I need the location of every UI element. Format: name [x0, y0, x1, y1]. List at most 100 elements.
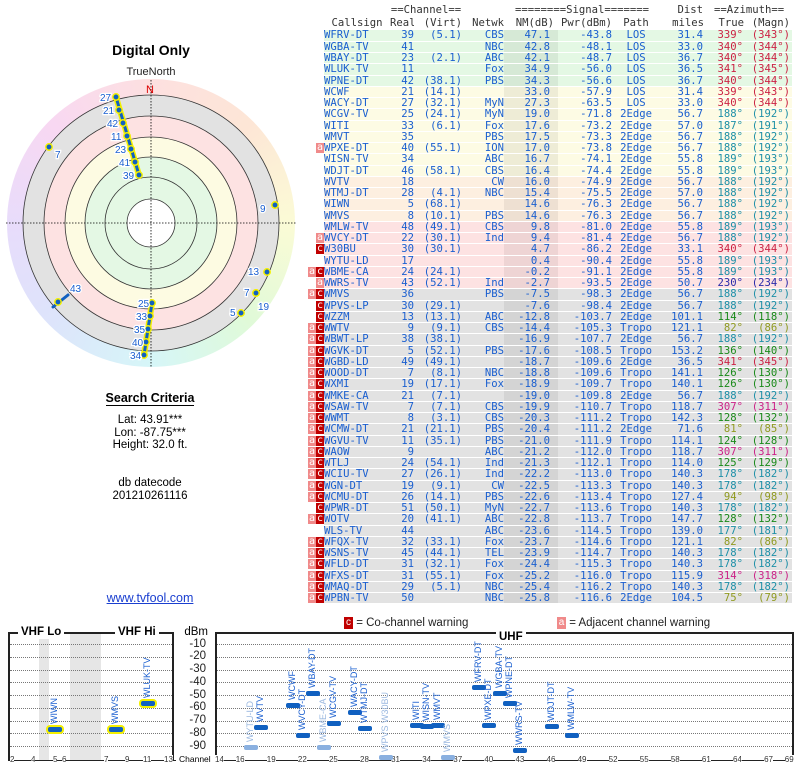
station-row[interactable]: WVTV 18 CW 16.0 -74.9 2Edge 56.7 188° (192°) — [304, 176, 793, 189]
power-cell: -43.8 — [558, 30, 613, 42]
station-row[interactable]: WCGV-TV 25 (24.1) MyN 19.0 -71.8 2Edge 56.7 188°… — [304, 108, 793, 121]
azimuth-true-cell: 136° — [706, 345, 747, 357]
station-row[interactable]: WIWN 5 (68.1) 14.6 -76.3 2Edge 56.7 188° (192°) — [304, 198, 793, 211]
path-cell: 2Edge — [612, 423, 661, 436]
co-channel-flag: c — [316, 457, 324, 469]
flags-cell — [304, 41, 324, 54]
station-row[interactable]: a c WMKE-CA 21 (7.1) -19.0 -109.8 2Edge 56.7 188°… — [304, 390, 793, 402]
station-row[interactable]: a c WOTV 20 (41.1) ABC -22.8 -113.7 Tropo 147.7 12… — [304, 513, 793, 526]
signal-bar — [492, 690, 507, 696]
path-cell: Tropo — [612, 536, 661, 549]
co-channel-flag: c — [316, 480, 324, 491]
signal-bar-label: WVTV — [255, 695, 266, 722]
station-row[interactable]: c WPVS-LP 30 (29.1) -7.6 -98.4 2Edge 56.7 188° (1… — [304, 300, 793, 312]
station-row[interactable]: a c WFLD-DT 31 (32.1) Fox -24.4 -115.3 Tropo 140.… — [304, 558, 793, 571]
signal-bar — [316, 745, 331, 751]
station-row[interactable]: a c WFQX-TV 32 (33.1) Fox -23.7 -114.6 Tropo 121.… — [304, 536, 793, 549]
power-cell: -116.6 — [558, 592, 613, 605]
station-row[interactable]: WFRV-DT 39 (5.1) CBS 47.1 -43.8 LOS 31.4 339° (34… — [304, 30, 793, 42]
real-channel-cell: 23 — [390, 52, 414, 65]
virtual-channel-cell: (50.1) — [414, 502, 463, 515]
station-row[interactable]: a c WCMW-DT 21 (21.1) PBS -20.4 -111.2 2Edge 71.6… — [304, 423, 793, 436]
station-row[interactable]: a c WSAW-TV 7 (7.1) CBS -19.9 -110.7 Tropo 118.7 3… — [304, 401, 793, 414]
network-cell — [462, 243, 505, 256]
station-row[interactable]: a c WMAQ-DT 29 (5.1) NBC -25.4 -116.2 Tropo 140.3… — [304, 581, 793, 594]
station-row[interactable]: WLS-TV 44 ABC -23.6 -114.5 Tropo 139.0 177° (181… — [304, 525, 793, 537]
path-cell: 2Edge — [612, 266, 661, 279]
signal-bar — [109, 726, 123, 732]
station-row[interactable]: a c WFXS-DT 31 (55.1) Fox -25.2 -116.0 Tropo 115.… — [304, 570, 793, 582]
co-channel-flag: c — [344, 617, 353, 629]
station-row[interactable]: a c WWMT 8 (3.1) CBS -20.3 -111.2 Tropo 142.3 128°… — [304, 412, 793, 425]
path-cell: 2Edge — [612, 300, 661, 312]
x-tick-label: 69 — [784, 755, 794, 764]
station-row[interactable]: a WWRS-TV 43 (52.1) Ind -2.7 -93.5 2Edge 50.7 230… — [304, 277, 793, 290]
tvfool-link[interactable]: www.tvfool.com — [106, 591, 194, 605]
station-row[interactable]: a WPXE-DT 40 (55.1) ION 17.0 -73.8 2Edge 56.7 188… — [304, 142, 793, 155]
station-row[interactable]: a c WOOD-DT 7 (8.1) NBC -18.8 -109.6 Tropo 141.1 1… — [304, 367, 793, 380]
station-row[interactable]: WPNE-DT 42 (38.1) PBS 34.3 -56.6 LOS 36.7 340° (3… — [304, 75, 793, 87]
header-network: Netwk — [472, 17, 505, 29]
co-channel-flag: c — [316, 300, 324, 311]
noise-margin-cell: 9.4 — [504, 232, 559, 245]
station-row[interactable]: a c WCIU-TV 27 (26.1) Ind -22.2 -113.0 Tropo 140.… — [304, 468, 793, 481]
station-row[interactable]: c WZZM 13 (13.1) ABC -12.8 -103.7 2Edge 101.1 114… — [304, 311, 793, 324]
real-channel-cell: 21 — [390, 423, 414, 436]
flags-cell — [304, 210, 324, 222]
x-tick-label: 40 — [484, 755, 494, 764]
station-row[interactable]: WDJT-DT 46 (58.1) CBS 16.4 -74.4 2Edge 55.8 189°… — [304, 165, 793, 177]
power-cell: -103.7 — [558, 311, 613, 324]
station-row[interactable]: WISN-TV 34 ABC 16.7 -74.1 2Edge 55.8 189° (193°) — [304, 153, 793, 166]
station-row[interactable]: a c WGVK-DT 5 (52.1) PBS -17.6 -108.5 Tropo 153.2… — [304, 345, 793, 357]
station-row[interactable]: a c WPBN-TV 50 NBC -25.8 -116.6 2Edge 104.5 75° (7… — [304, 592, 793, 605]
path-cell: Tropo — [612, 570, 661, 582]
noise-margin-cell: 42.1 — [504, 52, 559, 65]
station-row[interactable]: WBAY-DT 23 (2.1) ABC 42.1 -48.7 LOS 36.7 340° (34… — [304, 52, 793, 65]
x-tick-label: 19 — [266, 755, 276, 764]
station-row[interactable]: a c WBWT-LP 38 (38.1) -16.9 -107.7 2Edge 56.7 188… — [304, 333, 793, 346]
station-row[interactable]: WMLW-TV 48 (49.1) CBS 9.8 -81.0 2Edge 55.8 189°(… — [304, 221, 793, 234]
network-cell: PBS — [462, 75, 505, 87]
station-row[interactable]: a c WGBD-LD 49 (49.1) -18.7 -109.6 2Edge 36.5 341… — [304, 356, 793, 369]
network-cell: TEL — [462, 547, 505, 560]
station-row[interactable]: WITI 33 (6.1) Fox 17.6 -73.2 2Edge 57.0 187° (191… — [304, 120, 793, 132]
station-row[interactable]: a c WAOW 9 ABC -21.2 -112.0 Tropo 118.7 307° (311°… — [304, 446, 793, 459]
signal-bar — [295, 733, 310, 739]
station-row[interactable]: WYTU-LD 17 0.4 -90.4 2Edge 55.8 189° (193°) — [304, 255, 793, 267]
power-cell: -115.3 — [558, 558, 613, 571]
station-row[interactable]: c W30BU 30 (30.1) 4.7 -86.2 2Edge 33.1 340° (344°… — [304, 243, 793, 256]
station-row[interactable]: a c WTLJ 24 (54.1) Ind -21.3 -112.1 Tropo 114.0 12… — [304, 457, 793, 470]
station-row[interactable]: WMVT 35 PBS 17.5 -73.3 2Edge 56.7 188° (192°) — [304, 131, 793, 144]
station-marker — [54, 298, 62, 306]
azimuth-true-cell: 188° — [706, 142, 747, 155]
flags-cell — [304, 176, 324, 189]
station-row[interactable]: a c WCMU-DT 26 (14.1) PBS -22.6 -113.4 Tropo 127.… — [304, 491, 793, 504]
station-row[interactable]: a c WWTV 9 (9.1) CBS -14.4 -105.3 Tropo 121.1 82°(… — [304, 322, 793, 335]
station-marker-label: 41 — [119, 158, 131, 169]
station-row[interactable]: c WPWR-DT 51 (50.1) MyN -22.7 -113.6 Tropo 140.3… — [304, 502, 793, 515]
callsign-cell: WIWN — [324, 198, 390, 211]
station-row[interactable]: a c WBME-CA 24 (24.1) -0.2 -91.1 2Edge 55.8 189°(… — [304, 266, 793, 279]
station-row[interactable]: WLUK-TV 11 Fox 34.9 -56.0 LOS 36.5 341° (345°) — [304, 63, 793, 76]
station-row[interactable]: WCWF 21 (14.1) 33.0 -57.9 LOS 31.4 339° (343°) — [304, 86, 793, 99]
azimuth-magnetic-cell: (130°) — [746, 378, 793, 391]
station-row[interactable]: a c WGN-DT 19 (9.1) CW -22.5 -113.3 Tropo 140.3 17… — [304, 480, 793, 492]
flags-cell: c — [304, 502, 324, 515]
station-row[interactable]: WGBA-TV 41 NBC 42.8 -48.1 LOS 33.0 340° (344°) — [304, 41, 793, 54]
path-cell: Tropo — [612, 446, 661, 459]
station-row[interactable]: a c WSNS-TV 45 (44.1) TEL -23.9 -114.7 Tropo 140.… — [304, 547, 793, 560]
power-cell: -113.7 — [558, 513, 613, 526]
station-row[interactable]: a WVCY-DT 22 (30.1) Ind 9.4 -81.4 2Edge 56.7 188°… — [304, 232, 793, 245]
station-row[interactable]: a c WMVS 36 PBS -7.5 -98.3 2Edge 56.7 188° (192°) — [304, 288, 793, 301]
power-cell: -73.8 — [558, 142, 613, 155]
station-row[interactable]: WACY-DT 27 (32.1) MyN 27.3 -63.5 LOS 33.0 340° (3… — [304, 97, 793, 110]
station-row[interactable]: WMVS 8 (10.1) PBS 14.6 -76.3 2Edge 56.7 188° (192… — [304, 210, 793, 222]
virtual-channel-cell: (9.1) — [414, 480, 463, 492]
station-row[interactable]: a c WGVU-TV 11 (35.1) PBS -21.0 -111.9 Tropo 114.… — [304, 435, 793, 447]
station-row[interactable]: a c WXMI 19 (17.1) Fox -18.9 -109.7 Tropo 140.1 12… — [304, 378, 793, 391]
noise-margin-cell: -18.7 — [504, 356, 559, 369]
station-row[interactable]: WTMJ-DT 28 (4.1) NBC 15.4 -75.5 2Edge 57.0 188°(… — [304, 187, 793, 200]
